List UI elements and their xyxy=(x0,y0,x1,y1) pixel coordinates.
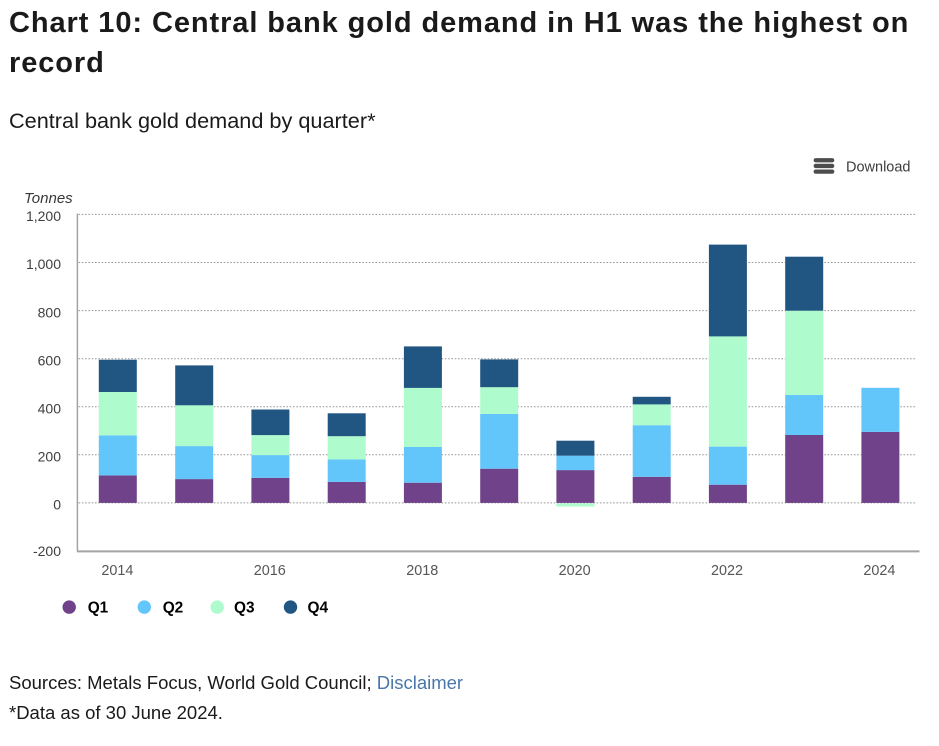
svg-text:Tonnes: Tonnes xyxy=(24,190,73,207)
svg-text:2022: 2022 xyxy=(711,563,743,579)
svg-text:1,200: 1,200 xyxy=(26,208,61,224)
svg-text:Q4: Q4 xyxy=(308,600,329,617)
svg-text:200: 200 xyxy=(38,449,62,465)
svg-text:Download: Download xyxy=(846,160,911,176)
svg-text:2020: 2020 xyxy=(559,563,591,579)
svg-text:-200: -200 xyxy=(33,543,61,559)
svg-text:600: 600 xyxy=(38,352,62,368)
svg-text:1,000: 1,000 xyxy=(26,256,61,272)
svg-text:800: 800 xyxy=(38,304,62,320)
svg-text:Q1: Q1 xyxy=(88,600,109,617)
svg-text:2016: 2016 xyxy=(254,563,286,579)
svg-text:0: 0 xyxy=(53,497,61,513)
svg-text:Q2: Q2 xyxy=(163,600,184,617)
svg-text:2024: 2024 xyxy=(863,563,895,579)
svg-text:Q3: Q3 xyxy=(234,600,255,617)
svg-text:400: 400 xyxy=(38,400,62,416)
svg-text:2018: 2018 xyxy=(406,563,438,579)
svg-text:2014: 2014 xyxy=(101,563,133,579)
